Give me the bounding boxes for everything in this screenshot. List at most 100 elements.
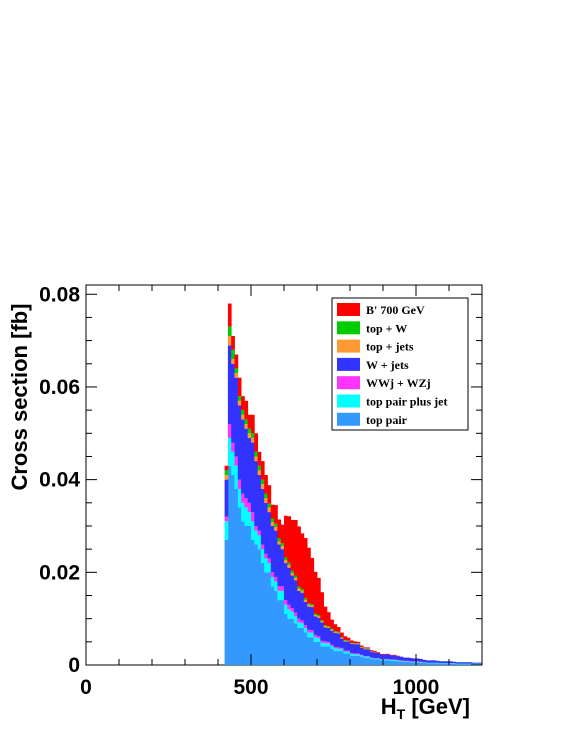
legend-swatch-0 xyxy=(337,303,360,316)
bar-segment-2-57 xyxy=(412,661,417,662)
bar-segment-2-32 xyxy=(330,644,334,646)
bar-segment-2-16 xyxy=(277,586,282,591)
bar-segment-1-66 xyxy=(442,663,447,664)
bar-segment-0-13 xyxy=(267,572,272,665)
bar-segment-2-12 xyxy=(264,553,268,559)
bar-segment-2-7 xyxy=(247,502,252,513)
bar-segment-3-0 xyxy=(224,479,229,517)
bar-segment-4-43 xyxy=(366,648,371,650)
bar-segment-1-8 xyxy=(251,521,255,540)
bar-segment-1-1 xyxy=(227,437,232,466)
bar-segment-6-2 xyxy=(231,335,235,350)
bar-segment-1-43 xyxy=(366,656,371,659)
bar-segment-0-62 xyxy=(429,663,433,665)
bar-segment-0-10 xyxy=(257,549,262,665)
bar-segment-3-52 xyxy=(396,656,400,660)
bar-segment-3-48 xyxy=(383,654,387,659)
bar-segment-3-44 xyxy=(369,651,374,658)
bar-segment-1-42 xyxy=(363,656,367,659)
bar-segment-3-25 xyxy=(307,606,311,630)
bar-segment-1-73 xyxy=(465,663,470,665)
bar-segment-4-37 xyxy=(346,640,351,642)
bar-segment-4-24 xyxy=(303,600,308,602)
bar-segment-1-19 xyxy=(287,609,291,619)
bar-segment-0-73 xyxy=(465,664,470,665)
bar-segment-0-39 xyxy=(353,655,357,665)
bar-segment-1-65 xyxy=(439,663,443,664)
bar-segment-4-4 xyxy=(237,400,242,406)
bar-segment-5-0 xyxy=(224,470,229,475)
bar-segment-0-58 xyxy=(416,662,420,665)
bar-segment-3-27 xyxy=(313,616,318,635)
x-tick-label-2: 1000 xyxy=(393,676,440,699)
bar-segment-3-12 xyxy=(264,502,268,554)
bar-segment-6-31 xyxy=(326,612,331,627)
bar-segment-0-64 xyxy=(435,663,440,665)
legend-swatch-3 xyxy=(337,357,360,371)
bar-segment-2-25 xyxy=(307,629,311,633)
bar-segment-3-57 xyxy=(412,658,417,662)
bar-segment-3-2 xyxy=(231,363,235,443)
bar-segment-1-21 xyxy=(293,616,298,624)
bar-segment-4-15 xyxy=(274,526,278,531)
bar-segment-6-50 xyxy=(389,654,394,656)
bar-segment-5-40 xyxy=(356,643,361,644)
bar-segment-1-15 xyxy=(274,581,278,591)
bar-segment-1-53 xyxy=(399,660,404,662)
bar-segment-3-71 xyxy=(458,662,463,664)
bar-segment-0-68 xyxy=(449,663,453,665)
bar-segment-3-7 xyxy=(247,437,252,503)
bar-segment-1-77 xyxy=(478,663,483,665)
bar-segment-6-16 xyxy=(277,519,282,539)
bar-segment-0-65 xyxy=(439,663,443,665)
bar-segment-1-29 xyxy=(320,642,324,647)
bar-segment-1-40 xyxy=(356,654,361,656)
bar-segment-3-5 xyxy=(241,419,245,494)
bar-segment-5-7 xyxy=(247,428,252,434)
bar-segment-1-75 xyxy=(472,663,476,665)
bar-segment-3-22 xyxy=(297,590,301,619)
bar-segment-2-1 xyxy=(227,424,232,438)
y-tick-label-3: 0.06 xyxy=(39,376,80,399)
bar-segment-3-73 xyxy=(465,662,470,664)
bar-segment-0-3 xyxy=(234,488,239,665)
bar-segment-6-41 xyxy=(359,645,364,647)
bar-segment-5-19 xyxy=(287,562,291,565)
bar-segment-3-8 xyxy=(251,442,255,513)
bar-segment-0-61 xyxy=(425,663,430,665)
bar-segment-2-27 xyxy=(313,634,318,638)
bar-segment-2-59 xyxy=(419,661,423,663)
bar-segment-3-13 xyxy=(267,512,272,559)
bar-segment-1-67 xyxy=(445,663,450,664)
bar-segment-0-27 xyxy=(313,641,318,665)
bar-segment-2-50 xyxy=(389,659,394,660)
bar-segment-3-23 xyxy=(300,592,305,621)
bar-segment-2-45 xyxy=(373,658,377,659)
bar-segment-4-10 xyxy=(257,470,262,475)
bar-segment-3-24 xyxy=(303,601,308,626)
bar-segment-3-45 xyxy=(373,652,377,659)
bar-segment-1-10 xyxy=(257,535,262,550)
bar-segment-5-3 xyxy=(234,368,239,374)
bar-segment-1-63 xyxy=(432,662,437,664)
bar-segment-1-59 xyxy=(419,662,423,663)
bar-segment-0-2 xyxy=(231,475,235,665)
legend-label-5: top pair plus jet xyxy=(366,395,447,409)
bar-segment-2-8 xyxy=(251,512,255,522)
x-axis-title-subscript: T xyxy=(397,706,406,722)
bar-segment-1-71 xyxy=(458,663,463,665)
bar-segment-5-15 xyxy=(274,523,278,527)
bar-segment-6-5 xyxy=(241,396,245,411)
bar-segment-2-14 xyxy=(270,572,275,577)
bar-segment-4-13 xyxy=(267,507,272,513)
bar-segment-2-41 xyxy=(359,654,364,656)
legend-swatch-2 xyxy=(337,339,360,353)
bar-segment-1-5 xyxy=(241,502,245,522)
bar-segment-5-33 xyxy=(333,631,338,633)
bar-segment-2-48 xyxy=(383,658,387,660)
bar-segment-3-54 xyxy=(402,657,407,661)
bar-segment-5-28 xyxy=(317,614,321,617)
bar-segment-1-11 xyxy=(260,549,265,564)
x-axis-title: HT [GeV] xyxy=(381,694,470,722)
bar-segment-3-77 xyxy=(478,662,483,664)
